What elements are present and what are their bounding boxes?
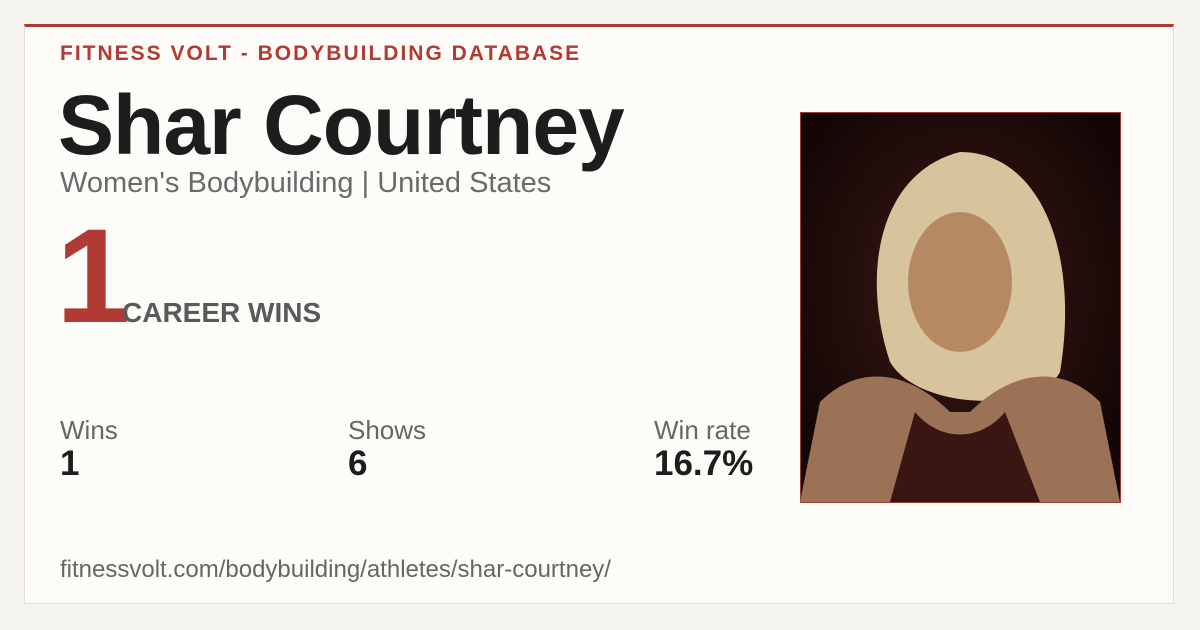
stat-value: 1 (60, 444, 80, 483)
career-wins-label: CAREER WINS (122, 297, 322, 328)
url: fitnessvolt.com/bodybuilding/athletes/sh… (60, 556, 611, 583)
athlete-name: Shar Courtney (58, 78, 625, 172)
subtitle: Women's Bodybuilding | United States (60, 167, 552, 199)
brand: FITNESS VOLT - BODYBUILDING DATABASE (60, 42, 582, 65)
stat-label: Win rate (654, 415, 751, 445)
stat-value: 6 (348, 444, 368, 483)
stat-label: Shows (348, 415, 427, 445)
career-wins-value: 1 (56, 202, 131, 351)
stat-label: Wins (60, 415, 118, 445)
stat-value: 16.7% (654, 444, 754, 483)
athlete-photo (800, 112, 1121, 503)
